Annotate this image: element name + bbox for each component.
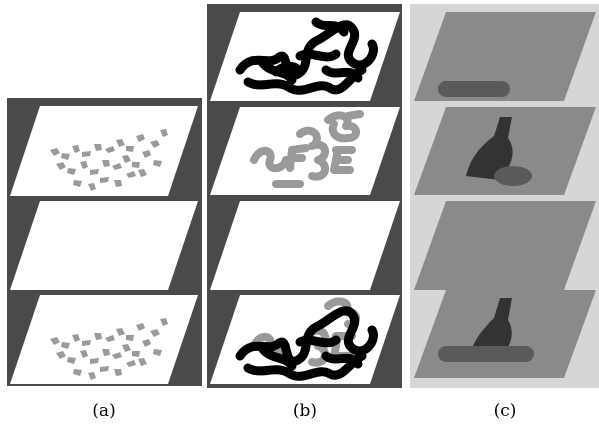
panel-b-composite-black <box>235 306 378 381</box>
panel-c <box>410 4 599 388</box>
panel-b-black-scribble <box>235 17 378 95</box>
panel-c-layer-ellipse <box>414 12 596 101</box>
panel-b <box>207 4 402 388</box>
caption-a: (a) <box>92 401 116 421</box>
panel-c-bottle-object <box>466 117 513 180</box>
panel-b-layer-empty <box>210 201 400 290</box>
panel-a <box>7 98 202 386</box>
panel-c-small-ellipse-object <box>494 166 532 186</box>
panel-c-composite-bar <box>438 346 534 362</box>
panel-c-composite-bottle <box>470 298 512 356</box>
panel-b-gray-letters <box>250 110 364 188</box>
panel-c-layer-empty <box>414 201 596 290</box>
panel-a-layer-output <box>10 295 198 384</box>
caption-c: (c) <box>493 401 517 421</box>
panel-a-layer-empty <box>10 201 198 290</box>
panel-a-layer-input <box>10 106 198 196</box>
caption-b: (b) <box>292 401 318 421</box>
panel-c-ellipse-object <box>438 81 510 97</box>
